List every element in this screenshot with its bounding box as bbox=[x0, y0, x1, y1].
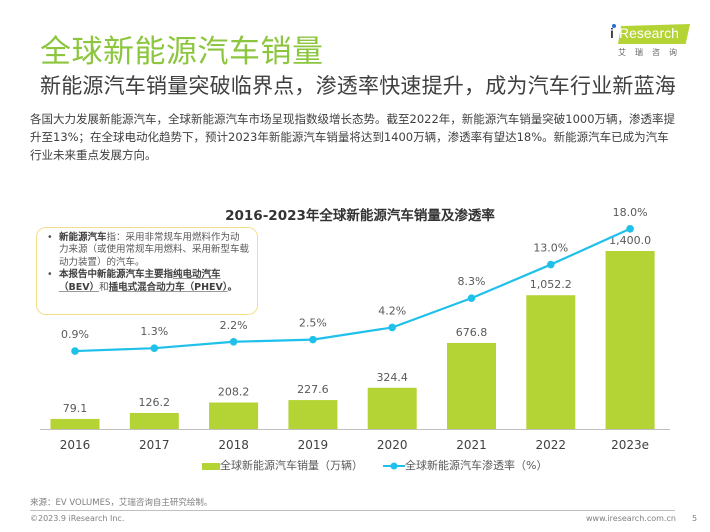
bar-value-label: 208.2 bbox=[218, 386, 250, 399]
bar-value-label: 676.8 bbox=[456, 326, 488, 339]
x-tick-label: 2023e bbox=[611, 438, 649, 452]
legend-bar-label: 全球新能源汽车销量（万辆） bbox=[220, 459, 363, 472]
legend-line-swatch bbox=[383, 462, 405, 470]
line-value-label: 2.5% bbox=[299, 317, 327, 330]
x-tick-label: 2017 bbox=[139, 438, 170, 452]
website-link[interactable]: www.iresearch.com.cn bbox=[586, 514, 676, 523]
line-value-label: 18.0% bbox=[613, 206, 648, 219]
bar-value-label: 227.6 bbox=[297, 383, 329, 396]
line-value-label: 0.9% bbox=[61, 328, 89, 341]
note-phev: 插电式混合动力车（PHEV） bbox=[108, 281, 228, 293]
x-tick-label: 2019 bbox=[298, 438, 329, 452]
bar-2016 bbox=[50, 418, 100, 429]
logo-badge-shape bbox=[618, 24, 690, 44]
summary-paragraph: 各国大力发展新能源汽车，全球新能源汽车市场呈现指数级增长态势。截至2022年，新… bbox=[30, 112, 676, 162]
bar-value-label: 324.4 bbox=[376, 371, 408, 384]
x-tick-label: 2022 bbox=[536, 438, 567, 452]
legend-line: 全球新能源汽车渗透率（%） bbox=[383, 457, 547, 473]
logo-i: i bbox=[610, 25, 614, 41]
logo-text: Research bbox=[619, 25, 679, 41]
legend-bar-swatch bbox=[202, 462, 220, 470]
bar-value-label: 79.1 bbox=[63, 402, 88, 415]
note-bev: 纯电动汽车（BEV） bbox=[59, 269, 221, 293]
chart-title: 2016-2023年全球新能源汽车销量及渗透率 bbox=[225, 208, 495, 224]
bar-2017 bbox=[129, 412, 179, 429]
line-value-label: 8.3% bbox=[458, 275, 486, 288]
x-tick-label: 2021 bbox=[456, 438, 487, 452]
copyright: ©2023.9 iResearch Inc. bbox=[30, 514, 125, 523]
x-tick-label: 2018 bbox=[218, 438, 249, 452]
note-scope: 本报告中新能源汽车主要指 bbox=[59, 269, 174, 281]
note-and: 和 bbox=[99, 281, 109, 293]
footer-divider bbox=[30, 510, 675, 511]
page-subtitle: 新能源汽车销量突破临界点，渗透率快速提升，成为汽车行业新蓝海 bbox=[40, 74, 676, 98]
logo-dot-icon bbox=[612, 24, 616, 28]
bar-2019 bbox=[288, 400, 338, 429]
line-value-label: 1.3% bbox=[140, 325, 168, 338]
line-point-2017 bbox=[150, 344, 159, 353]
source-note: 来源：EV VOLUMES，艾瑞咨询自主研究绘制。 bbox=[30, 498, 213, 508]
bar-2020 bbox=[367, 387, 417, 429]
line-point-2018 bbox=[229, 337, 238, 346]
note-end: 。 bbox=[227, 281, 238, 293]
page-title: 全球新能源汽车销量 bbox=[40, 34, 324, 70]
line-point-2019 bbox=[309, 335, 317, 344]
line-point-2022 bbox=[547, 260, 555, 269]
bar-2018 bbox=[209, 402, 259, 429]
bar-2022 bbox=[526, 295, 576, 429]
bar-value-label: 1,400.0 bbox=[609, 234, 651, 247]
definition-note: 新能源汽车指：采用非常规车用燃料作为动力来源（或使用常规车用燃料、采用新型车载动… bbox=[36, 227, 258, 315]
note-item: 本报告中新能源汽车主要指纯电动汽车（BEV）和插电式混合动力车（PHEV）。 bbox=[47, 269, 249, 294]
bar-value-label: 126.2 bbox=[139, 396, 171, 409]
bar-value-label: 1,052.2 bbox=[530, 278, 572, 291]
line-point-2021 bbox=[467, 294, 476, 302]
note-item: 新能源汽车指：采用非常规车用燃料作为动力来源（或使用常规车用燃料、采用新型车载动… bbox=[47, 232, 250, 269]
line-value-label: 13.0% bbox=[533, 242, 568, 255]
line-value-label: 2.2% bbox=[220, 319, 248, 332]
x-tick-label: 2016 bbox=[60, 438, 91, 452]
line-point-2016 bbox=[71, 347, 79, 355]
line-point-2020 bbox=[388, 323, 397, 332]
page-number: 5 bbox=[692, 514, 698, 523]
legend-line-label: 全球新能源汽车渗透率（%） bbox=[405, 459, 548, 472]
bar-2021 bbox=[447, 342, 496, 429]
line-point-2023e bbox=[626, 225, 634, 233]
legend-bar: 全球新能源汽车销量（万辆） bbox=[202, 457, 363, 473]
bar-2023e bbox=[605, 251, 655, 429]
note-term: 新能源汽车 bbox=[59, 232, 107, 243]
line-value-label: 4.2% bbox=[378, 304, 406, 317]
penetration-line bbox=[74, 227, 631, 353]
note-definition: 指：采用非常规车用燃料作为动力来源（或使用常规车用燃料、采用新型车载动力装置）的… bbox=[59, 232, 250, 268]
x-tick-label: 2020 bbox=[377, 438, 408, 452]
logo-chinese-name: 艾瑞咨询 bbox=[618, 48, 686, 57]
